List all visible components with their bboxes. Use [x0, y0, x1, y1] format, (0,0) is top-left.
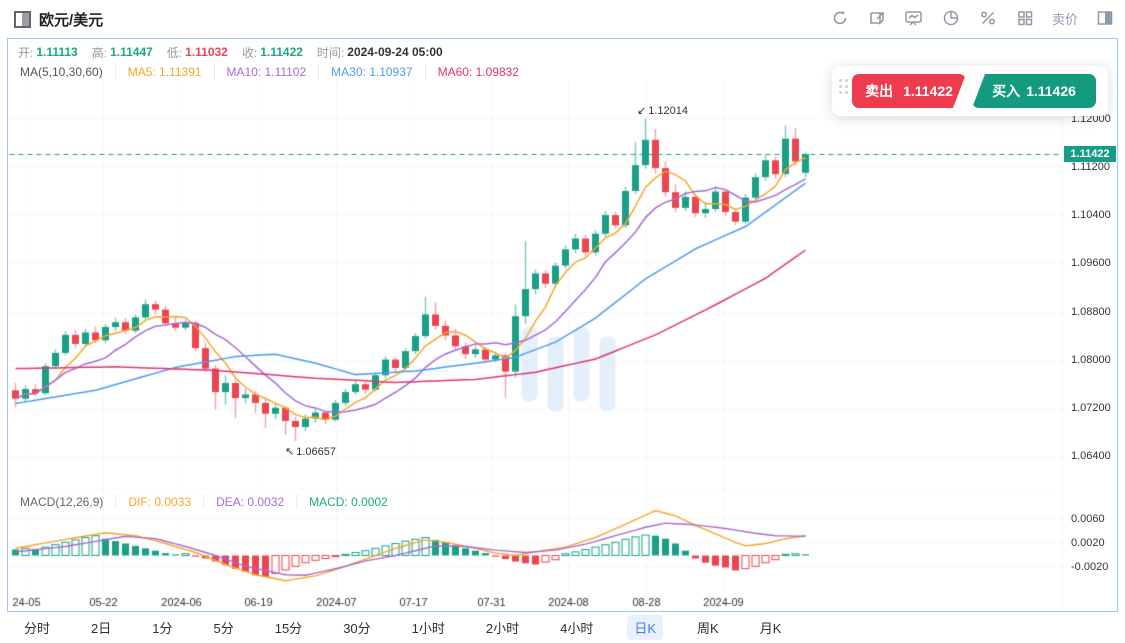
tab-2日[interactable]: 2日 — [91, 621, 112, 636]
sell-button[interactable]: 卖出 1.11422 — [852, 74, 966, 108]
tab-4小时[interactable]: 4小时 — [560, 621, 594, 636]
low-arrow-icon: ↖ — [285, 445, 295, 458]
high-label: 高: — [91, 45, 108, 60]
ma-group-label: MA(5,10,30,60) — [20, 65, 103, 79]
open-label: 开: — [18, 45, 34, 60]
high-annotation: ↙ 1.12014 — [637, 104, 688, 117]
tab-30分[interactable]: 30分 — [343, 621, 371, 636]
draw-tools-icon[interactable] — [867, 8, 887, 28]
price-axis-label: 1.07200 — [1071, 401, 1111, 414]
timeframe-tabbar: 分时 2日 1分 5分 15分 30分 1小时 2小时 4小时 日K 周K 月K — [0, 612, 1125, 643]
ma-legend-bar: MA(5,10,30,60) MA5: 1.11391 MA10: 1.1110… — [18, 64, 531, 80]
ma10-legend: MA10: 1.11102 — [213, 65, 319, 79]
chart-toolbar: 卖价 — [830, 8, 1115, 28]
price-axis-label: 1.06400 — [1071, 450, 1111, 462]
page-title: 欧元/美元 — [39, 12, 104, 29]
split-panel-icon[interactable] — [1095, 8, 1115, 28]
ma30-legend: MA30: 1.10937 — [318, 65, 424, 79]
buy-price: 1.11426 — [1026, 83, 1076, 99]
macd-axis-label: 0.0060 — [1071, 513, 1105, 525]
price-axis-label: 1.09600 — [1071, 257, 1111, 270]
ma60-legend: MA60: 1.09832 — [424, 65, 531, 79]
tab-周K[interactable]: 周K — [697, 621, 719, 636]
ohlc-info-bar: 开: 1.11113 高: 1.11447 低: 1.11032 收: 1.11… — [18, 44, 457, 60]
buy-button[interactable]: 买入 1.11426 — [972, 74, 1096, 108]
current-price-badge: 1.11422 — [1064, 145, 1116, 162]
sell-price-toggle[interactable]: 卖价 — [1051, 11, 1078, 27]
low-annotation: ↖ 1.06657 — [285, 445, 336, 458]
candlestick-chart-canvas[interactable] — [9, 81, 1063, 611]
price-axis: 1.12000 1.11200 1.10400 1.09600 1.08800 1.080… — [1063, 39, 1118, 611]
macd-axis-label: -0.0020 — [1071, 561, 1109, 573]
price-axis-label: 1.10400 — [1071, 209, 1111, 222]
time-value: 2024-09-24 05:00 — [347, 45, 443, 59]
symbol-title-wrap: 欧元/美元 — [14, 9, 103, 30]
tab-5分[interactable]: 5分 — [213, 621, 234, 636]
chart-panel: 开: 1.11113 高: 1.11447 低: 1.11032 收: 1.11… — [7, 38, 1118, 612]
high-value: 1.11447 — [110, 45, 153, 59]
low-label: 低: — [166, 45, 183, 60]
macd-axis-label: 0.0020 — [1071, 537, 1105, 549]
symbol-icon — [14, 11, 31, 28]
trade-card: 卖出 1.11422 买入 1.11426 — [832, 66, 1108, 116]
tab-月K[interactable]: 月K — [759, 621, 782, 636]
pie-chart-icon[interactable] — [941, 8, 961, 28]
header: 欧元/美元 — [0, 0, 1125, 38]
tab-分时[interactable]: 分时 — [24, 621, 51, 636]
low-value: 1.11032 — [185, 45, 228, 59]
price-axis-label: 1.08800 — [1071, 305, 1111, 318]
tab-日K[interactable]: 日K — [627, 615, 664, 640]
tab-1分[interactable]: 1分 — [152, 621, 173, 636]
dea-legend: DEA: 0.0032 — [203, 495, 296, 509]
tab-1小时[interactable]: 1小时 — [411, 621, 445, 636]
macd-legend-bar: MACD(12,26,9) DIF: 0.0033 DEA: 0.0032 MA… — [18, 494, 400, 510]
grid-layout-icon[interactable] — [1015, 8, 1035, 28]
drag-handle[interactable] — [839, 79, 849, 103]
ma5-legend: MA5: 1.11391 — [114, 65, 214, 79]
macd-group-label: MACD(12,26,9) — [20, 495, 104, 509]
buy-label: 买入 — [992, 83, 1021, 99]
refresh-icon[interactable] — [830, 8, 850, 28]
tab-2小时[interactable]: 2小时 — [485, 621, 520, 636]
percent-icon[interactable] — [978, 8, 998, 28]
sell-price: 1.11422 — [903, 83, 953, 99]
high-arrow-icon: ↙ — [637, 104, 647, 117]
tab-15分[interactable]: 15分 — [274, 621, 303, 636]
macd-legend: MACD: 0.0002 — [296, 495, 400, 509]
price-axis-label: 1.11200 — [1071, 161, 1110, 173]
price-axis-label: 1.08000 — [1071, 353, 1111, 366]
dif-legend: DIF: 0.0033 — [115, 495, 203, 509]
chart-board-icon[interactable] — [904, 8, 924, 28]
open-value: 1.11113 — [36, 45, 78, 59]
close-value: 1.11422 — [260, 45, 303, 59]
sell-label: 卖出 — [865, 83, 894, 99]
time-label: 时间: — [316, 45, 345, 60]
close-label: 收: — [241, 45, 258, 60]
